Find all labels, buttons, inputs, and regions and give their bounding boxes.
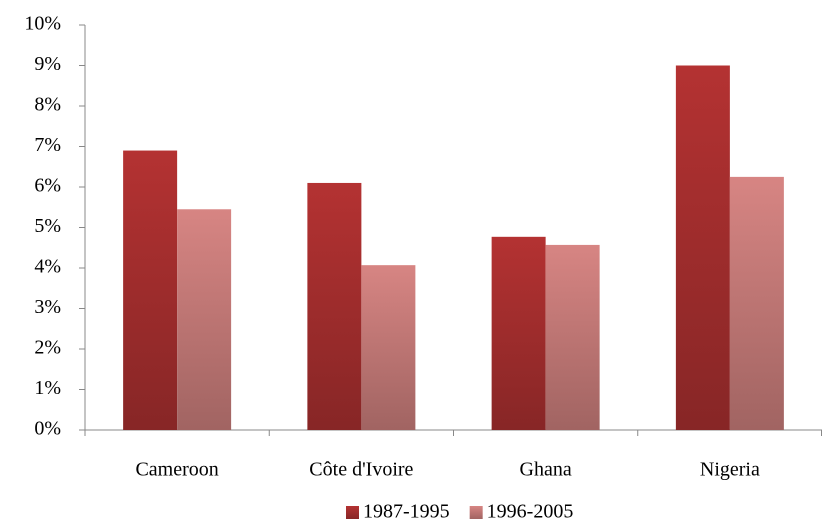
- x-tick-label: Cameroon: [135, 459, 218, 481]
- bar: [123, 150, 178, 431]
- bar: [491, 236, 546, 430]
- x-tick-label: Côte d'Ivoire: [309, 459, 413, 481]
- bar: [361, 265, 416, 430]
- y-tick-label: 6%: [34, 175, 61, 197]
- y-tick-label: 0%: [34, 418, 61, 440]
- bar: [177, 209, 232, 430]
- bar: [675, 65, 730, 430]
- y-tick-label: 8%: [34, 94, 61, 116]
- y-tick-label: 5%: [34, 215, 61, 237]
- y-tick-label: 2%: [34, 337, 61, 359]
- y-tick-label: 7%: [34, 134, 61, 156]
- y-tick-label: 9%: [34, 53, 61, 75]
- y-tick-label: 1%: [34, 377, 61, 399]
- y-tick-label: 10%: [24, 13, 61, 35]
- y-tick-label: 4%: [34, 256, 61, 278]
- legend-swatch: [346, 506, 359, 519]
- bar: [307, 182, 362, 430]
- x-tick-label: Nigeria: [700, 459, 760, 481]
- bar: [545, 244, 600, 430]
- legend-label: 1996-2005: [487, 501, 574, 523]
- y-tick-label: 3%: [34, 296, 61, 318]
- legend-label: 1987-1995: [363, 501, 450, 523]
- bar: [729, 176, 784, 430]
- legend-swatch: [469, 506, 483, 519]
- x-tick-label: Ghana: [520, 459, 572, 481]
